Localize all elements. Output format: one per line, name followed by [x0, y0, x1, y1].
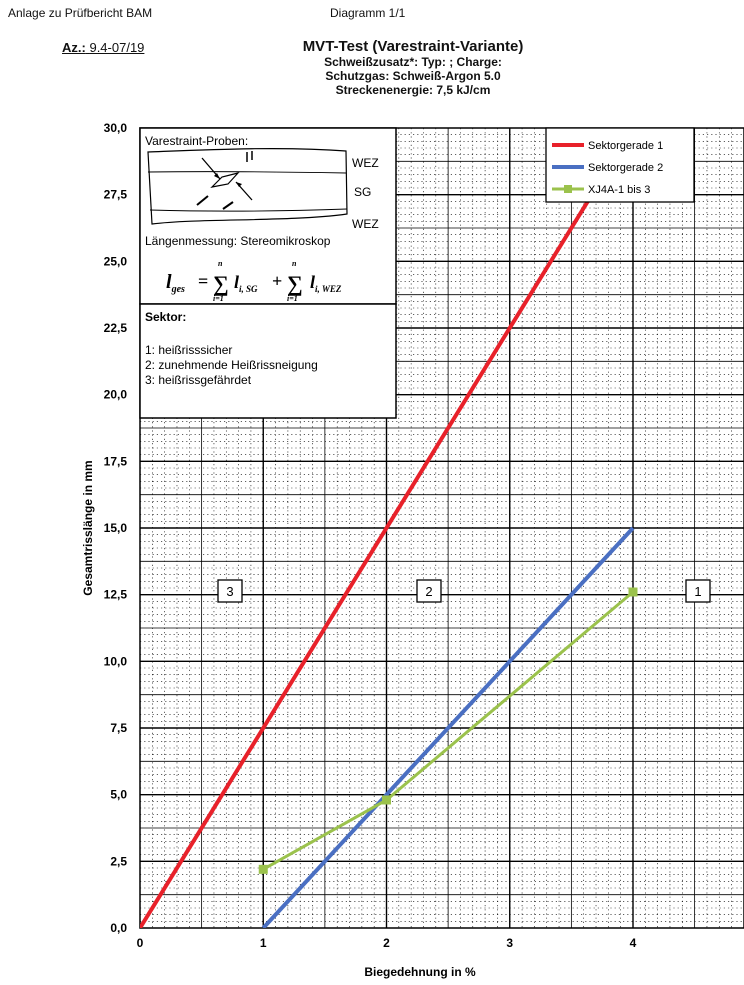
sector-markers: 3 2 1 [217, 579, 711, 603]
specimen-crack-small-2 [222, 201, 234, 210]
sector-legend-title: Sektor: [145, 310, 186, 324]
formula-equals: = [198, 271, 208, 291]
specimen-pointer-arrowhead-2 [236, 182, 242, 187]
subtitle-gas: Schutzgas: Schweiß-Argon 5.0 [325, 69, 501, 83]
reference-label: Az.: [62, 40, 86, 55]
sector-marker-1: 1 [694, 584, 701, 599]
specimen-inset: Varestraint-Proben: WEZ SG WEZ Längenmes… [139, 127, 397, 305]
formula-term2: li, WEZ [310, 272, 342, 294]
specimen-inset-title: Varestraint-Proben: [145, 134, 248, 148]
sector-marker-2: 2 [425, 584, 432, 599]
y-tick-label: 7,5 [110, 721, 127, 735]
y-tick-label: 2,5 [110, 854, 127, 868]
sector-marker-3: 3 [226, 584, 233, 599]
data-point [628, 587, 638, 597]
zone-label-wez-bottom: WEZ [352, 217, 379, 231]
x-tick-label: 2 [383, 936, 390, 950]
subtitle-energy: Streckenenergie: 7,5 kJ/cm [335, 83, 491, 97]
series-layer [140, 128, 638, 928]
subtitle-filler: Schweißzusatz*: Typ: ; Charge: [324, 55, 502, 69]
x-tick-label: 1 [260, 936, 267, 950]
sum-sign-2: ∑ [287, 271, 303, 296]
x-tick-label: 0 [137, 936, 144, 950]
y-tick-labels: 0,0 2,5 5,0 7,5 10,0 12,5 15,0 17,5 20,0 22,5 25,0… [104, 121, 128, 935]
y-tick-label: 27,5 [104, 188, 128, 202]
legend-label-sektorgerade-1: Sektorgerade 1 [588, 140, 663, 152]
specimen-crack-center [210, 171, 240, 188]
y-tick-label: 25,0 [104, 254, 128, 268]
specimen-fusion-line-bottom [149, 208, 348, 212]
zone-label-sg: SG [354, 185, 371, 199]
reference-value: 9.4-07/19 [89, 40, 145, 55]
chart-legend: Sektorgerade 1 Sektorgerade 2 XJ4A-1 bis… [545, 127, 695, 203]
specimen-crack-small-1 [196, 195, 209, 206]
series-line-1 [140, 128, 635, 928]
data-point [382, 795, 391, 805]
sector-item-3: 3: heißrissgefährdet [145, 373, 252, 387]
sector-marker-1-box [685, 579, 711, 603]
formula-term1: li, SG [234, 272, 258, 294]
y-tick-label: 10,0 [104, 654, 128, 668]
legend-marker-xj4a [564, 185, 572, 193]
report-annex-label: Anlage zu Prüfbericht BAM [8, 6, 153, 20]
y-tick-label: 17,5 [104, 454, 128, 468]
y-tick-label: 12,5 [104, 588, 128, 602]
x-tick-label: 3 [506, 936, 513, 950]
legend-label-sektorgerade-2: Sektorgerade 2 [588, 162, 663, 174]
x-axis-label: Biegedehnung in % [364, 965, 476, 979]
chart-title: MVT-Test (Varestraint-Variante) [302, 38, 524, 55]
specimen-pointer-arrowhead-1 [214, 173, 220, 179]
sum-sign-1: ∑ [213, 271, 229, 296]
formula-plus: + [272, 271, 282, 291]
chart-title-block: MVT-Test (Varestraint-Variante) Schweißz… [238, 38, 588, 97]
y-axis-label: Gesamtrisslänge in mm [81, 460, 95, 595]
diagram-number: Diagramm 1/1 [330, 6, 406, 20]
sum-lower-2: i=1 [287, 294, 298, 303]
y-tick-label: 20,0 [104, 388, 128, 402]
legend-label-xj4a: XJ4A-1 bis 3 [588, 184, 650, 196]
sector-item-1: 1: heißrisssicher [145, 343, 232, 357]
specimen-fusion-line-top [147, 171, 347, 174]
formula-lhs: lges [166, 271, 185, 295]
sum-lower-1: i=1 [213, 294, 224, 303]
sector-item-2: 2: zunehmende Heißrissneigung [145, 358, 318, 372]
sum-upper-1: n [218, 259, 223, 268]
x-tick-label: 4 [630, 936, 637, 950]
y-tick-label: 0,0 [110, 921, 127, 935]
crack-length-formula: lges = ∑ n i=1 li, SG + ∑ n i=1 li, WEZ [166, 259, 342, 303]
reference-number: Az.: 9.4-07/19 [62, 40, 144, 55]
sector-legend-box: Sektor: 1: heißrisssicher 2: zunehmende … [139, 303, 397, 419]
specimen-crack-top [246, 151, 253, 162]
x-tick-labels: 0 1 2 3 4 [137, 936, 637, 950]
y-tick-label: 22,5 [104, 321, 128, 335]
plot-frame [139, 127, 744, 929]
sector-legend-frame [139, 303, 397, 419]
y-tick-label: 15,0 [104, 521, 128, 535]
sector-marker-2-box [416, 579, 442, 603]
series-line-2 [261, 526, 635, 928]
y-tick-label: 30,0 [104, 121, 128, 135]
data-point [258, 864, 268, 874]
sector-marker-3-box [217, 579, 243, 603]
y-tick-label: 5,0 [110, 788, 127, 802]
zone-label-wez-top: WEZ [352, 156, 379, 170]
sum-upper-2: n [292, 259, 297, 268]
measurement-method: Längenmessung: Stereomikroskop [145, 234, 331, 248]
